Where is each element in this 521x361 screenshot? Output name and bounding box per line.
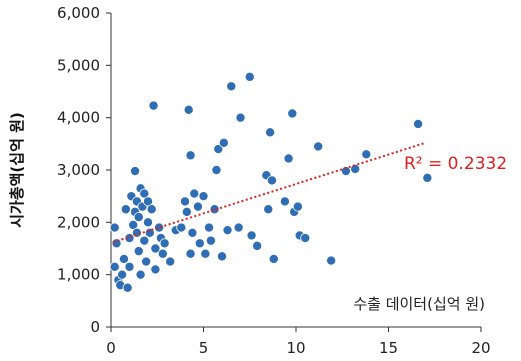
data-point <box>200 248 211 259</box>
data-point <box>222 225 233 236</box>
data-point <box>148 100 159 111</box>
x-tick-label: 10 <box>286 339 305 357</box>
data-point <box>179 196 190 207</box>
data-point <box>246 230 257 241</box>
data-point <box>183 104 194 115</box>
x-tick-label: 15 <box>379 339 398 357</box>
data-point <box>283 153 294 164</box>
data-point <box>139 235 150 246</box>
data-point <box>287 108 298 119</box>
x-tick-label: 20 <box>471 339 490 357</box>
data-point <box>189 188 200 199</box>
data-point <box>181 206 192 217</box>
data-point <box>213 144 224 155</box>
data-point <box>159 238 170 249</box>
data-point <box>233 222 244 233</box>
trendline-line <box>112 141 426 244</box>
data-point <box>192 201 203 212</box>
data-point <box>216 251 227 262</box>
data-point <box>124 261 135 272</box>
data-point <box>194 238 205 249</box>
data-point <box>292 201 303 212</box>
y-tick-label: 6,000 <box>57 4 100 22</box>
data-point <box>209 204 220 215</box>
data-point <box>122 282 133 293</box>
y-tick-label: 0 <box>90 318 100 336</box>
data-point <box>265 127 276 138</box>
data-point <box>109 261 120 272</box>
y-axis-title: 시가총액(십억 원) <box>8 112 26 228</box>
data-point <box>350 163 361 174</box>
data-point <box>187 227 198 238</box>
data-point <box>361 149 372 160</box>
data-point <box>218 137 229 148</box>
data-point <box>130 166 141 177</box>
data-point <box>235 112 246 123</box>
data-point <box>185 150 196 161</box>
y-tick-label: 3,000 <box>57 161 100 179</box>
y-axis: 0 1,000 2,000 3,000 4,000 5,000 6,000 <box>57 4 112 336</box>
data-point <box>117 269 128 280</box>
data-point <box>142 217 153 228</box>
data-point <box>133 246 144 257</box>
data-point <box>185 248 196 259</box>
data-point <box>157 248 168 259</box>
x-axis: 0 5 10 15 20 <box>106 326 491 357</box>
y-tick-label: 4,000 <box>57 109 100 127</box>
data-point <box>422 172 433 183</box>
y-tick-label: 2,000 <box>57 213 100 231</box>
data-point <box>124 233 135 244</box>
data-point <box>150 264 161 275</box>
data-point <box>135 269 146 280</box>
x-tick-label: 5 <box>199 339 209 357</box>
data-point <box>154 222 165 233</box>
data-point <box>326 255 337 266</box>
data-point <box>244 71 255 82</box>
data-point <box>263 204 274 215</box>
data-point <box>211 164 222 175</box>
data-point <box>413 118 424 129</box>
r-squared-label: R² = 0.2332 <box>404 154 507 174</box>
data-point <box>150 243 161 254</box>
data-point <box>340 166 351 177</box>
data-point <box>279 196 290 207</box>
data-point <box>176 222 187 233</box>
data-point <box>133 212 144 223</box>
data-point <box>205 235 216 246</box>
data-point <box>111 238 122 249</box>
data-point <box>141 256 152 267</box>
data-point <box>146 204 157 215</box>
trendline <box>112 141 426 244</box>
y-tick-label: 5,000 <box>57 56 100 74</box>
y-tick-label: 1,000 <box>57 266 100 284</box>
data-point <box>226 81 237 92</box>
data-point <box>118 253 129 264</box>
data-point <box>165 256 176 267</box>
data-point <box>109 222 120 233</box>
x-axis-title: 수출 데이터(십억 원) <box>353 295 485 313</box>
data-point <box>266 175 277 186</box>
x-tick-label: 0 <box>106 339 116 357</box>
data-points <box>109 71 433 293</box>
data-point <box>120 204 131 215</box>
data-point <box>300 233 311 244</box>
data-point <box>252 240 263 251</box>
data-point <box>313 141 324 152</box>
data-point <box>268 253 279 264</box>
data-point <box>198 191 209 202</box>
data-point <box>204 222 215 233</box>
